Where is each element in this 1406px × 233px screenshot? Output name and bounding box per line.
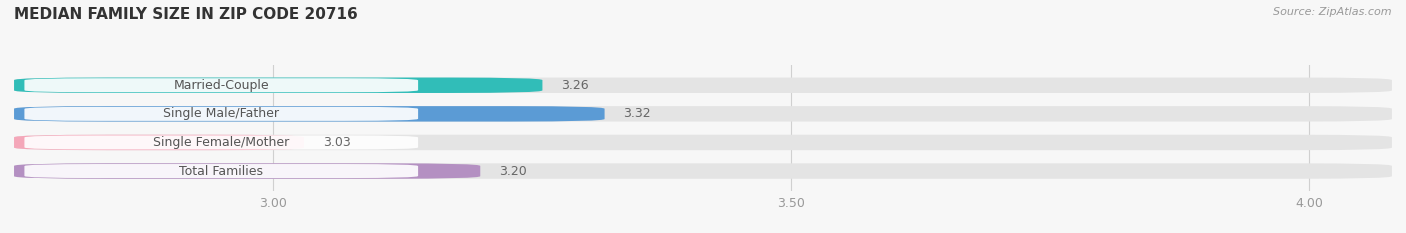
FancyBboxPatch shape (14, 78, 543, 93)
Text: 3.20: 3.20 (499, 164, 527, 178)
Text: 3.32: 3.32 (623, 107, 651, 120)
FancyBboxPatch shape (24, 107, 418, 121)
Text: 3.03: 3.03 (323, 136, 350, 149)
FancyBboxPatch shape (14, 135, 304, 150)
Text: Married-Couple: Married-Couple (173, 79, 269, 92)
Text: 3.26: 3.26 (561, 79, 589, 92)
FancyBboxPatch shape (24, 135, 418, 149)
FancyBboxPatch shape (24, 164, 418, 178)
FancyBboxPatch shape (24, 78, 418, 92)
Text: Source: ZipAtlas.com: Source: ZipAtlas.com (1274, 7, 1392, 17)
Text: Single Female/Mother: Single Female/Mother (153, 136, 290, 149)
FancyBboxPatch shape (14, 163, 1392, 179)
Text: MEDIAN FAMILY SIZE IN ZIP CODE 20716: MEDIAN FAMILY SIZE IN ZIP CODE 20716 (14, 7, 357, 22)
FancyBboxPatch shape (14, 106, 1392, 122)
FancyBboxPatch shape (14, 163, 481, 179)
Text: Total Families: Total Families (179, 164, 263, 178)
FancyBboxPatch shape (14, 135, 1392, 150)
FancyBboxPatch shape (14, 106, 605, 122)
Text: Single Male/Father: Single Male/Father (163, 107, 280, 120)
FancyBboxPatch shape (14, 78, 1392, 93)
